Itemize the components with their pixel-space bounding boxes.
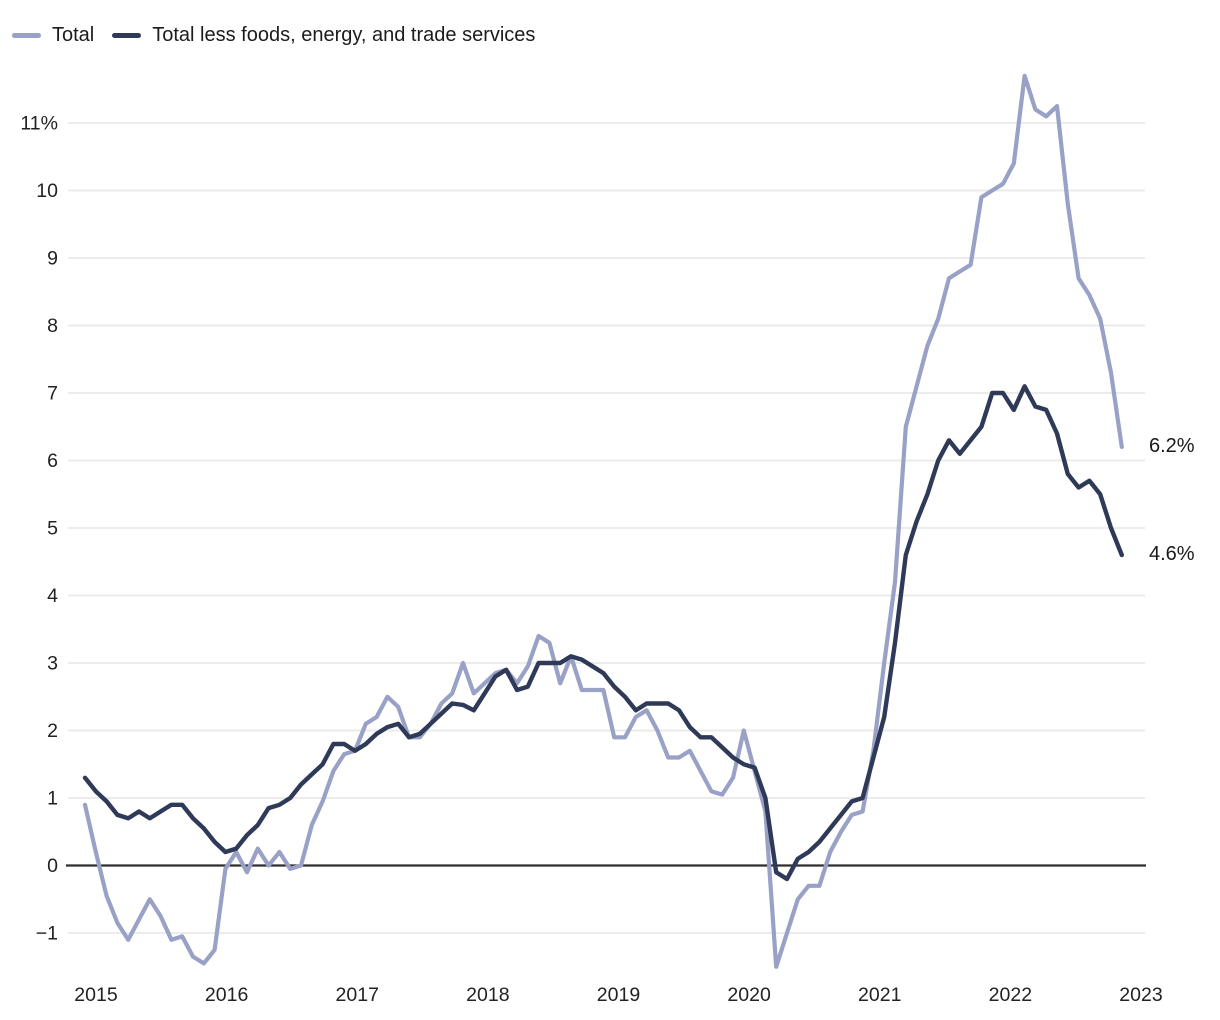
total-series-swatch-icon — [12, 32, 41, 38]
y-tick-label: 5 — [47, 518, 58, 540]
y-tick-label: 2 — [47, 720, 58, 742]
legend-item-total: Total — [12, 22, 94, 48]
y-tick-label: −1 — [36, 923, 58, 945]
y-tick-label: 4 — [47, 585, 58, 607]
total-end-value-label: 6.2% — [1149, 435, 1195, 457]
x-tick-label: 2021 — [858, 984, 901, 1006]
y-tick-label: 8 — [47, 315, 58, 337]
y-tick-label: 7 — [47, 383, 58, 405]
core-series-swatch-icon — [112, 32, 142, 38]
x-tick-label: 2020 — [727, 984, 771, 1006]
x-tick-label: 2017 — [336, 984, 379, 1006]
y-tick-label: 3 — [47, 653, 58, 675]
x-tick-label: 2022 — [989, 984, 1032, 1006]
y-tick-label: 6 — [47, 450, 58, 472]
x-tick-label: 2016 — [205, 984, 248, 1006]
y-tick-label: 0 — [47, 855, 58, 877]
total-series-line — [82, 73, 1124, 969]
y-tick-label: 1 — [47, 788, 58, 810]
legend-item-label: Total less foods, energy, and trade serv… — [152, 24, 536, 46]
y-tick-label: 10 — [36, 180, 58, 202]
core-series-line — [82, 384, 1125, 882]
x-tick-label: 2015 — [74, 984, 118, 1006]
legend-item-core: Total less foods, energy, and trade serv… — [112, 22, 535, 48]
chart-legend: Total Total less foods, energy, and trad… — [12, 22, 535, 48]
y-tick-label: 9 — [47, 248, 58, 270]
core-end-value-label: 4.6% — [1149, 543, 1195, 565]
x-tick-label: 2019 — [597, 984, 640, 1006]
x-tick-label: 2018 — [466, 984, 509, 1006]
legend-item-label: Total — [52, 24, 95, 46]
x-tick-label: 2023 — [1119, 984, 1162, 1006]
y-tick-label: 11% — [20, 113, 58, 135]
